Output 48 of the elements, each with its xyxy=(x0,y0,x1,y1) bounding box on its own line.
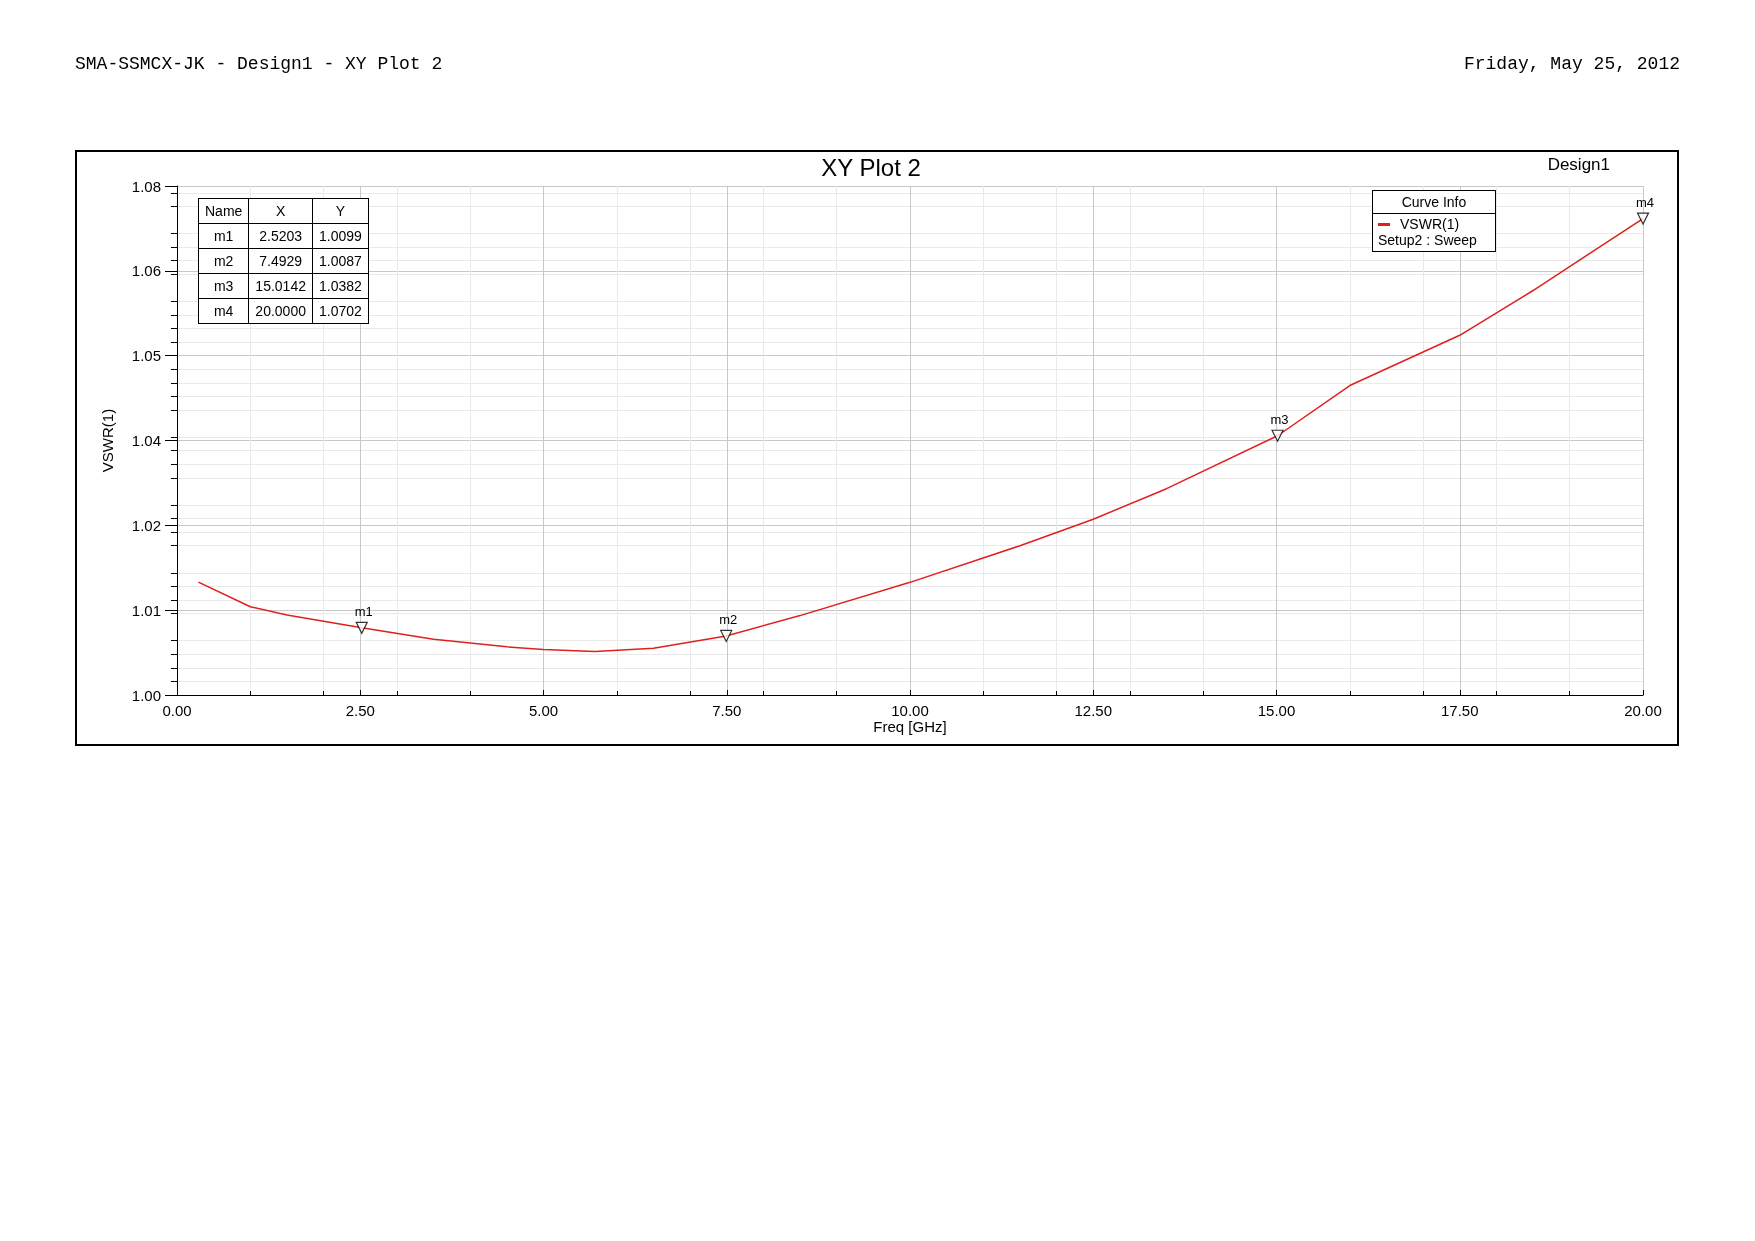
y-tick-label: 1.00 xyxy=(131,686,161,704)
annotation: m1 xyxy=(354,603,373,619)
x-tick-label: 7.50 xyxy=(712,702,742,719)
y-tick-label: 1.08 xyxy=(131,177,161,195)
point xyxy=(720,629,733,643)
x-tick-label: 12.50 xyxy=(1074,702,1113,719)
text: Friday, May 25, 2012 xyxy=(1463,54,1680,74)
legend-title: Curve Info xyxy=(1400,193,1468,212)
annotation: 15.0142 xyxy=(248,273,313,299)
x-tick-label: 0.00 xyxy=(162,702,192,719)
annotation: m4 xyxy=(1635,194,1655,210)
annotation: m3 xyxy=(1270,411,1289,427)
annotation: 1.0702 xyxy=(312,298,369,324)
annotation: m3 xyxy=(198,273,249,299)
y-tick-label: 1.01 xyxy=(131,601,161,619)
x-tick-label: 15.00 xyxy=(1257,702,1296,719)
x-tick-label: 5.00 xyxy=(528,702,559,719)
legend-label: VSWR(1) xyxy=(1400,216,1460,232)
annotation: m2 xyxy=(198,248,249,274)
annotation: Name xyxy=(198,198,249,224)
annotation: m2 xyxy=(719,611,738,627)
x-tick-label: 17.50 xyxy=(1440,702,1479,719)
y-axis-title: VSWR(1) xyxy=(99,408,116,473)
y-tick-label: 1.05 xyxy=(131,347,161,365)
y-tick-label: 1.04 xyxy=(131,432,161,449)
annotation: 1.0382 xyxy=(312,273,369,299)
text: Design1 xyxy=(1547,155,1610,174)
annotation: 2.5203 xyxy=(248,223,313,249)
annotation: Setup2 : Sweep xyxy=(1377,232,1478,250)
chart-title: XY Plot 2 xyxy=(821,153,921,181)
x-axis-title: Freq [GHz] xyxy=(873,717,947,735)
point xyxy=(355,621,368,634)
annotation: Y xyxy=(312,198,369,224)
x-tick-label: 20.00 xyxy=(1624,702,1662,719)
annotation: 1.0099 xyxy=(312,223,369,249)
x-tick-label: 10.00 xyxy=(891,702,929,719)
annotation: 7.4929 xyxy=(248,248,313,274)
annotation: m1 xyxy=(198,223,249,249)
x-tick-label: 2.50 xyxy=(345,702,375,719)
annotation: X xyxy=(248,198,313,224)
y-tick-label: 1.02 xyxy=(131,516,161,534)
point xyxy=(1271,429,1284,442)
annotation: 1.0087 xyxy=(312,248,369,274)
point xyxy=(1636,212,1650,225)
annotation: 20.0000 xyxy=(248,298,313,324)
annotation: m4 xyxy=(198,298,249,324)
y-tick-label: 1.06 xyxy=(131,262,161,280)
text: SMA-SSMCX-JK - Design1 - XY Plot 2 xyxy=(75,54,443,74)
